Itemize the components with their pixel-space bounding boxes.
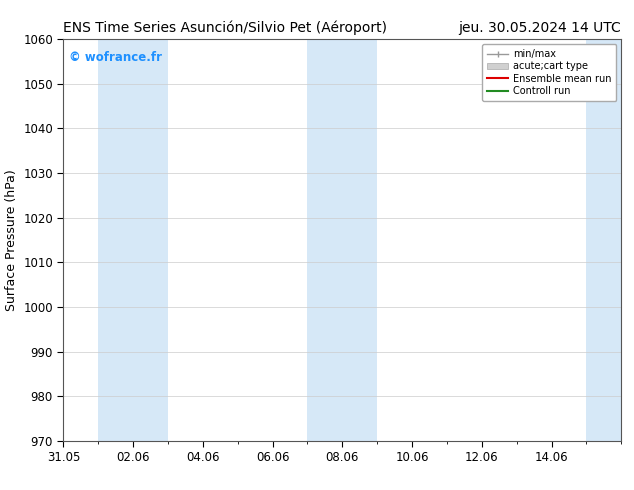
Legend: min/max, acute;cart type, Ensemble mean run, Controll run: min/max, acute;cart type, Ensemble mean … <box>482 44 616 101</box>
Y-axis label: Surface Pressure (hPa): Surface Pressure (hPa) <box>4 169 18 311</box>
Bar <box>98 39 168 441</box>
Bar <box>586 39 621 441</box>
Text: ENS Time Series Asunción/Silvio Pet (Aéroport): ENS Time Series Asunción/Silvio Pet (Aér… <box>63 21 387 35</box>
Text: jeu. 30.05.2024 14 UTC: jeu. 30.05.2024 14 UTC <box>458 21 621 35</box>
Bar <box>307 39 377 441</box>
Text: © wofrance.fr: © wofrance.fr <box>69 51 162 64</box>
